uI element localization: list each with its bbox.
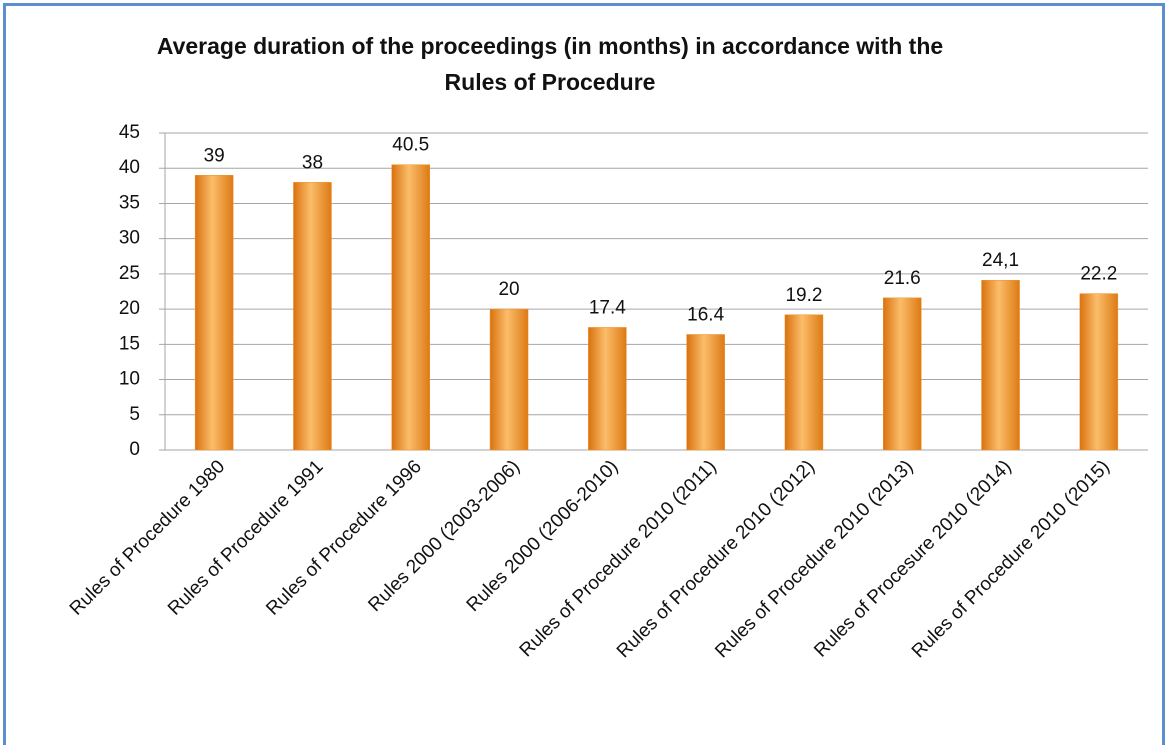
x-tick-label: Rules of Procedure 2010 (2012): [613, 456, 819, 662]
bar: [686, 334, 725, 451]
bar: [391, 164, 430, 451]
data-label: 16.4: [687, 304, 724, 325]
y-tick-label: 15: [119, 333, 140, 354]
data-label: 20: [498, 279, 519, 300]
data-label: 38: [302, 152, 323, 173]
bar: [293, 182, 332, 451]
x-tick-label: Rules of Procedure 2010 (2011): [516, 456, 721, 661]
y-tick-label: 45: [119, 122, 140, 143]
bar: [883, 297, 922, 451]
bar: [1079, 293, 1119, 451]
bar: [489, 308, 529, 451]
x-tick-label: Rules of Procedure 2010 (2015): [908, 456, 1114, 662]
y-tick-label: 0: [129, 439, 140, 460]
data-label: 22.2: [1080, 264, 1117, 285]
bar: [194, 175, 234, 451]
y-tick-label: 30: [119, 228, 140, 249]
bar: [588, 327, 627, 451]
data-label: 21.6: [884, 268, 921, 289]
y-tick-label: 35: [119, 192, 140, 213]
frame: [3, 3, 1165, 745]
bar: [784, 314, 824, 451]
y-tick-label: 25: [119, 263, 140, 284]
x-tick-label: Rules of Procedure 1980: [66, 456, 229, 619]
y-tick-label: 20: [119, 298, 140, 319]
y-tick-label: 40: [119, 157, 140, 178]
data-label: 24,1: [982, 250, 1019, 271]
y-tick-label: 5: [129, 404, 140, 425]
chart-title: Average duration of the proceedings (in …: [156, 33, 944, 95]
bar: [981, 279, 1020, 451]
x-tick-label: Rules of Procesure 2010 (2014): [810, 456, 1015, 661]
data-label: 19.2: [785, 285, 822, 306]
data-label: 40.5: [392, 135, 429, 156]
y-tick-label: 10: [119, 369, 140, 390]
data-label: 17.4: [589, 297, 626, 318]
data-label: 39: [204, 145, 225, 166]
x-tick-label: Rules of Procedure 2010 (2013): [711, 456, 917, 662]
